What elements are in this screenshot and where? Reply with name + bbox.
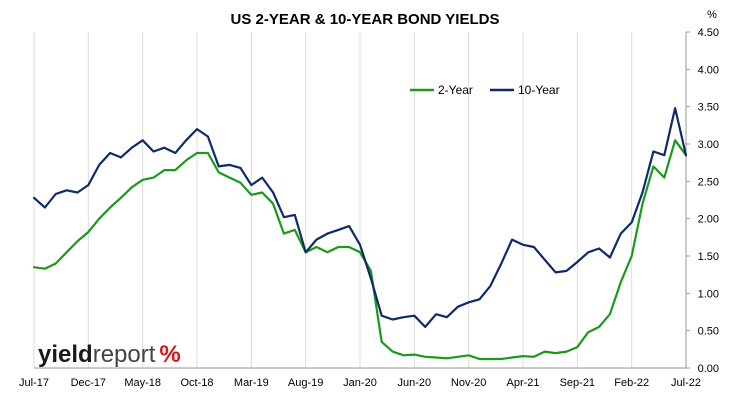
x-tick-label: Jun-20 <box>398 377 432 389</box>
y-tick-label: 1.50 <box>698 251 719 263</box>
y-axis-unit-label: % <box>707 9 717 21</box>
x-tick-label: Aug-19 <box>288 377 323 389</box>
y-tick-label: 0.00 <box>698 363 719 375</box>
series-line-10-year <box>32 107 688 328</box>
y-tick-label: 2.00 <box>698 214 719 226</box>
logo-word-report: report <box>93 341 156 368</box>
y-tick-label: 0.50 <box>698 326 719 338</box>
logo-percent-symbol: % <box>159 341 180 368</box>
y-tick-label: 3.50 <box>698 102 719 114</box>
x-tick-label: Jul-17 <box>19 377 49 389</box>
y-tick-label: 4.00 <box>698 64 719 76</box>
yieldreport-logo: yieldreport% <box>38 341 181 368</box>
x-tick-label: Feb-22 <box>614 377 649 389</box>
svg-text:yieldreport%: yieldreport% <box>38 341 181 368</box>
x-tick-label: Apr-21 <box>506 377 539 389</box>
y-tick-label: 4.50 <box>698 27 719 39</box>
y-tick-labels: 0.00 0.50 1.00 1.50 2.00 2.50 3.00 3.50 4.00 4.50 <box>698 27 719 375</box>
x-tick-label: Nov-20 <box>451 377 486 389</box>
legend: 2-Year 10-Year <box>410 83 560 97</box>
x-tick-label: Sep-21 <box>560 377 595 389</box>
legend-label-2-year: 2-Year <box>438 83 473 97</box>
y-tick-label: 3.00 <box>698 139 719 151</box>
x-tick-label: May-18 <box>124 377 161 389</box>
logo-word-yield: yield <box>38 341 93 368</box>
legend-label-10-year: 10-Year <box>518 83 560 97</box>
axes <box>34 31 690 369</box>
x-tick-labels: Jul-17 Dec-17 May-18 Oct-18 Mar-19 Aug-19 Jan-… <box>19 377 701 389</box>
y-tick-label: 2.50 <box>698 176 719 188</box>
x-tick-label: Jul-22 <box>671 377 701 389</box>
x-tick-label: Dec-17 <box>71 377 106 389</box>
series-lines <box>32 107 688 361</box>
x-tick-label: Jan-20 <box>343 377 377 389</box>
series-line-2-year <box>32 139 688 361</box>
y-tick-label: 1.00 <box>698 288 719 300</box>
chart-title: US 2-YEAR & 10-YEAR BOND YIELDS <box>231 11 500 28</box>
x-tick-label: Mar-19 <box>234 377 269 389</box>
x-tick-label: Oct-18 <box>180 377 213 389</box>
